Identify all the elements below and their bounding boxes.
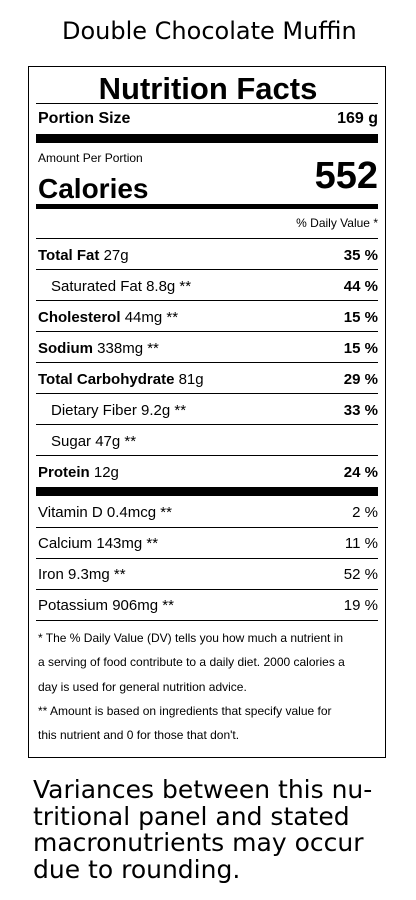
- nutrient-name: Sodium: [38, 340, 93, 357]
- product-title: Double Chocolate Muffin: [62, 17, 357, 45]
- vitamin-dv: 2 %: [352, 504, 378, 521]
- rule: [36, 204, 378, 209]
- footnote: day is used for general nutrition advice…: [38, 679, 247, 694]
- calories-label: Calories: [38, 173, 149, 204]
- nutrient-row: Sugar 47g **: [51, 434, 136, 449]
- vitamin-amount: 906mg **: [112, 597, 174, 614]
- vitamin-row: Vitamin D 0.4mcg **: [38, 505, 172, 520]
- nutrient-dv: 44 %: [343, 278, 378, 295]
- rule: [36, 103, 378, 104]
- nutrient-amount: 44mg **: [124, 309, 179, 326]
- nutrient-amount: 81g: [178, 371, 204, 388]
- nutrient-amount: 338mg **: [97, 340, 159, 357]
- vitamin-row: Potassium 906mg **: [38, 598, 174, 613]
- nutrient-row: Dietary Fiber 9.2g **: [51, 403, 186, 418]
- nutrient-row: Saturated Fat 8.8g **: [51, 279, 191, 294]
- nutrient-amount: 8.8g **: [146, 278, 192, 295]
- rule: [36, 424, 378, 425]
- note-line: macronutrients may occur: [33, 828, 364, 857]
- nutrient-amount: 27g: [103, 247, 129, 264]
- nutrient-name: Total Fat: [38, 247, 100, 264]
- amount-per: Amount Per Portion: [38, 151, 143, 165]
- footnote: a serving of food contribute to a daily …: [38, 655, 345, 670]
- calories-value: 552: [314, 155, 378, 197]
- rule: [36, 558, 378, 559]
- nutrient-name: Dietary Fiber: [51, 402, 137, 419]
- nutrient-dv: 15 %: [343, 340, 378, 357]
- nutrient-dv: 35 %: [343, 247, 378, 264]
- nutrient-name: Saturated Fat: [51, 278, 142, 295]
- vitamin-dv: 19 %: [343, 597, 378, 614]
- rule: [36, 269, 378, 270]
- nutrient-row: Cholesterol 44mg **: [38, 310, 178, 325]
- nutrient-row: Total Carbohydrate 81g: [38, 372, 204, 387]
- nutrient-dv: 33 %: [343, 402, 378, 419]
- footnote: ** Amount is based on ingredients that s…: [38, 703, 332, 718]
- vitamin-dv: 52 %: [343, 566, 378, 583]
- nutrient-row: Protein 12g: [38, 465, 119, 480]
- rule: [36, 134, 378, 143]
- vitamin-amount: 0.4mcg **: [106, 504, 172, 521]
- nutrient-name: Protein: [38, 464, 90, 481]
- nutrient-name: Cholesterol: [38, 309, 121, 326]
- nutrient-row: Total Fat 27g: [38, 248, 129, 263]
- nutrient-amount: 47g **: [95, 433, 137, 450]
- rule: [36, 589, 378, 590]
- vitamin-name: Calcium: [38, 535, 93, 552]
- vitamin-name: Vitamin D: [38, 504, 103, 521]
- note-line: tritional panel and stated: [33, 801, 350, 831]
- vitamin-amount: 143mg **: [96, 535, 159, 552]
- vitamin-dv: 11 %: [344, 535, 378, 552]
- vitamin-name: Potassium: [38, 597, 109, 614]
- portion-value: 169 g: [337, 110, 378, 127]
- rule: [36, 362, 378, 363]
- rule: [36, 300, 378, 301]
- rule: [36, 238, 378, 239]
- vitamin-name: Iron: [38, 566, 64, 583]
- nutrient-dv: 24 %: [343, 464, 378, 481]
- heading: Nutrition Facts: [98, 71, 318, 106]
- vitamin-row: Calcium 143mg **: [38, 536, 158, 551]
- vitamin-row: Iron 9.3mg **: [38, 567, 126, 582]
- nutrient-name: Sugar: [51, 433, 92, 450]
- vitamin-amount: 9.3mg **: [68, 566, 126, 583]
- nutrient-amount: 12g: [93, 464, 119, 481]
- note-line: due to rounding.: [33, 854, 241, 884]
- rule: [36, 527, 378, 528]
- dv-header: % Daily Value *: [296, 216, 378, 230]
- footnote: this nutrient and 0 for those that don't…: [38, 728, 240, 743]
- rule: [36, 455, 378, 456]
- nutrient-amount: 9.2g **: [141, 402, 187, 419]
- nutrient-row: Sodium 338mg **: [38, 341, 159, 356]
- rule: [36, 331, 378, 332]
- rule: [36, 393, 378, 394]
- nutrition-panel: [28, 66, 386, 758]
- nutrient-dv: 15 %: [343, 309, 378, 326]
- portion-label: Portion Size: [38, 110, 131, 127]
- footnote: * The % Daily Value (DV) tells you how m…: [38, 631, 344, 645]
- rule: [36, 620, 378, 621]
- note-line: Variances between this nu-: [33, 775, 373, 804]
- rule: [36, 487, 378, 496]
- nutrient-name: Total Carbohydrate: [38, 371, 175, 388]
- nutrient-dv: 29 %: [343, 371, 378, 388]
